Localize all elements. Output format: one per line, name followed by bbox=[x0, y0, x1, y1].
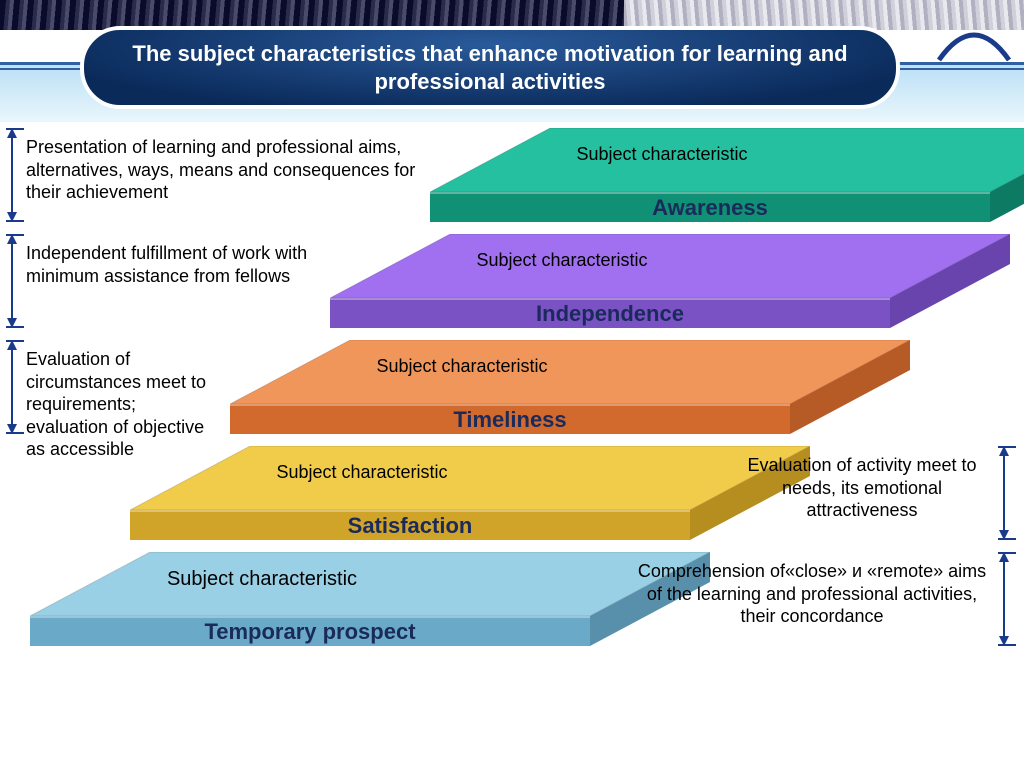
desc-timeliness: Evaluation of circumstances meet to requ… bbox=[26, 348, 216, 461]
dimension-bracket-4 bbox=[998, 552, 1010, 646]
title-text: The subject characteristics that enhance… bbox=[124, 40, 856, 95]
dimension-bracket-2 bbox=[6, 340, 18, 434]
slab-timeliness: Subject characteristic Timeliness bbox=[230, 340, 910, 434]
desc-temporary-prospect: Comprehension of«close» и «remote» aims … bbox=[630, 560, 994, 628]
slab-top-label-temporary-prospect: Subject characteristic bbox=[66, 568, 458, 591]
slab-independence: Subject characteristic Independence bbox=[330, 234, 1010, 328]
slab-name-satisfaction: Satisfaction bbox=[130, 513, 690, 539]
slab-name-timeliness: Timeliness bbox=[230, 407, 790, 433]
logo-arc-icon bbox=[934, 20, 1014, 60]
slab-name-independence: Independence bbox=[330, 301, 890, 327]
slab-awareness: Subject characteristic Awareness bbox=[430, 128, 1024, 222]
slab-top-label-timeliness: Subject characteristic bbox=[266, 356, 658, 377]
slab-top-label-awareness: Subject characteristic bbox=[466, 144, 858, 165]
slab-top-label-satisfaction: Subject characteristic bbox=[166, 462, 558, 483]
slab-name-temporary-prospect: Temporary prospect bbox=[30, 619, 590, 645]
diagram-stage: Subject characteristic Awareness Presentat… bbox=[0, 118, 1024, 768]
slab-temporary-prospect: Subject characteristic Temporary prospect bbox=[30, 552, 710, 646]
dimension-bracket-1 bbox=[6, 234, 18, 328]
dimension-bracket-3 bbox=[998, 446, 1010, 540]
desc-satisfaction: Evaluation of activity meet to needs, it… bbox=[730, 454, 994, 522]
desc-awareness: Presentation of learning and professiona… bbox=[26, 136, 416, 204]
slab-top-label-independence: Subject characteristic bbox=[366, 250, 758, 271]
desc-independence: Independent fulfillment of work with min… bbox=[26, 242, 316, 287]
slab-satisfaction: Subject characteristic Satisfaction bbox=[130, 446, 810, 540]
slab-name-awareness: Awareness bbox=[430, 195, 990, 221]
title-bar: The subject characteristics that enhance… bbox=[80, 26, 900, 109]
dimension-bracket-0 bbox=[6, 128, 18, 222]
